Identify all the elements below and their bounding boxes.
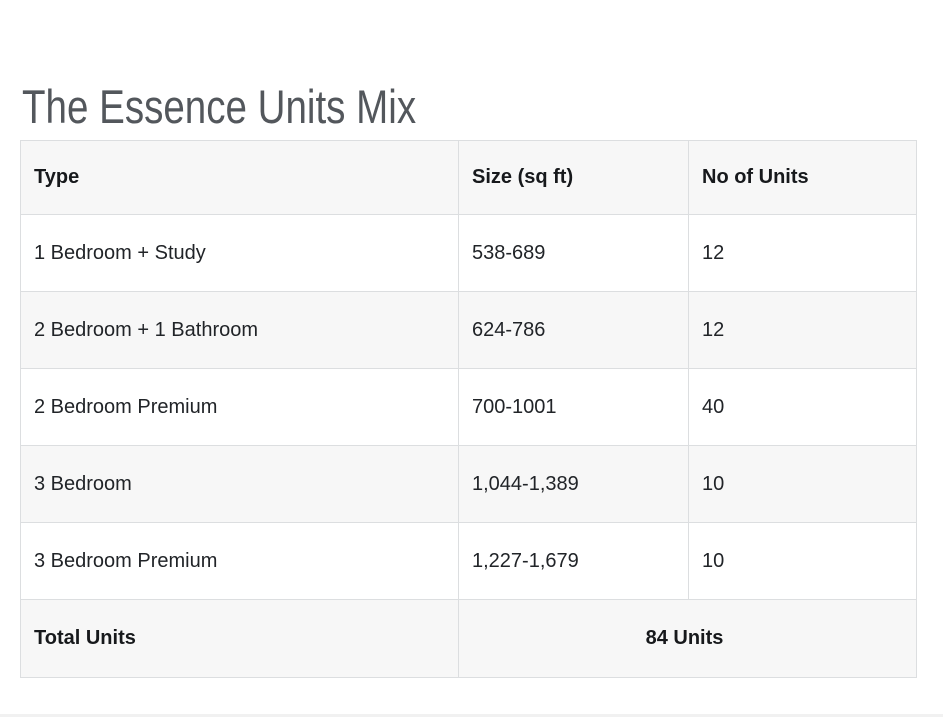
table-row: 2 Bedroom + 1 Bathroom 624-786 12 — [20, 291, 917, 369]
cell-units: 10 — [688, 522, 917, 600]
cell-size: 1,227-1,679 — [458, 522, 689, 600]
cell-size: 624-786 — [458, 291, 689, 369]
page-title: The Essence Units Mix — [22, 80, 417, 134]
cell-type: 3 Bedroom Premium — [20, 522, 459, 600]
cell-size: 538-689 — [458, 214, 689, 292]
table-row: 3 Bedroom 1,044-1,389 10 — [20, 445, 917, 523]
cell-units: 12 — [688, 214, 917, 292]
bottom-edge-strip — [0, 714, 943, 717]
table-row: 1 Bedroom + Study 538-689 12 — [20, 214, 917, 292]
table-total-row: Total Units 84 Units — [20, 599, 917, 678]
cell-type: 2 Bedroom Premium — [20, 368, 459, 446]
cell-size: 1,044-1,389 — [458, 445, 689, 523]
total-units-value: 84 Units — [458, 599, 917, 678]
units-mix-table: Type Size (sq ft) No of Units 1 Bedroom … — [20, 140, 917, 678]
table-row: 3 Bedroom Premium 1,227-1,679 10 — [20, 522, 917, 600]
cell-type: 2 Bedroom + 1 Bathroom — [20, 291, 459, 369]
cell-units: 12 — [688, 291, 917, 369]
table-row: 2 Bedroom Premium 700-1001 40 — [20, 368, 917, 446]
cell-units: 10 — [688, 445, 917, 523]
column-header-size: Size (sq ft) — [458, 140, 689, 215]
table-header-row: Type Size (sq ft) No of Units — [20, 140, 917, 215]
column-header-units: No of Units — [688, 140, 917, 215]
total-units-label: Total Units — [20, 599, 459, 678]
column-header-type: Type — [20, 140, 459, 215]
cell-units: 40 — [688, 368, 917, 446]
cell-size: 700-1001 — [458, 368, 689, 446]
cell-type: 3 Bedroom — [20, 445, 459, 523]
cell-type: 1 Bedroom + Study — [20, 214, 459, 292]
